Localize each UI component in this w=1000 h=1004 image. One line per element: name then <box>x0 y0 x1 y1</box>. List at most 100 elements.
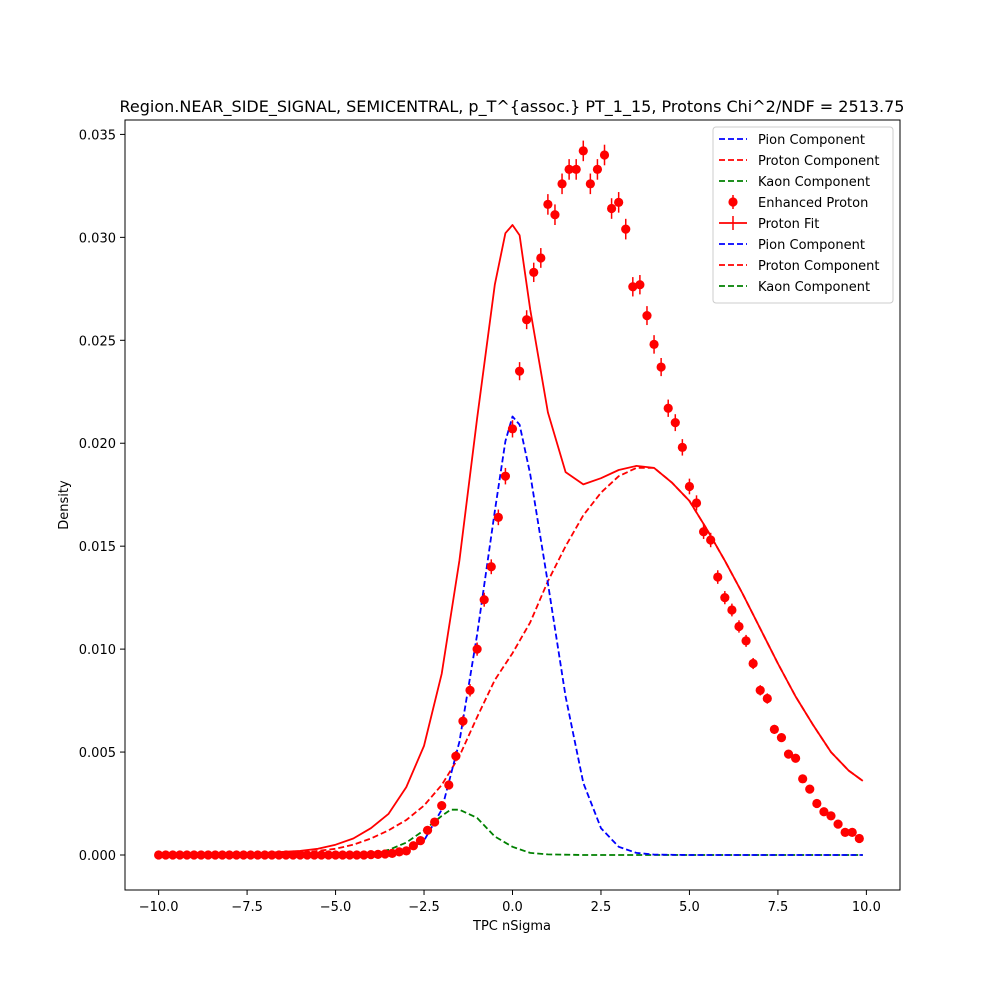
data-point <box>422 825 433 835</box>
data-point <box>366 849 376 860</box>
legend-label: Kaon Component <box>758 280 870 295</box>
data-point <box>684 481 695 492</box>
data-point <box>791 753 801 763</box>
data-point <box>295 850 305 860</box>
data-point <box>323 850 334 860</box>
plot-area <box>154 140 864 860</box>
data-point <box>550 210 560 220</box>
data-point <box>833 819 843 829</box>
data-point <box>168 850 178 860</box>
data-point <box>762 693 772 704</box>
data-point <box>543 199 553 210</box>
x-tick-label: −5.0 <box>320 900 352 915</box>
data-point <box>281 850 291 860</box>
data-point <box>578 146 588 156</box>
data-point <box>493 512 503 522</box>
legend-item: Enhanced Proton <box>728 195 868 211</box>
data-point <box>854 833 864 844</box>
data-point <box>748 658 758 669</box>
data-point <box>564 164 574 175</box>
data-point <box>267 850 277 860</box>
data-point <box>557 179 567 189</box>
enhanced-proton-points <box>154 140 864 860</box>
legend-item: Kaon Component <box>719 280 870 295</box>
y-tick-label: 0.000 <box>79 849 116 864</box>
data-point <box>189 850 199 860</box>
data-point <box>175 850 185 860</box>
data-point <box>302 850 312 860</box>
data-point <box>380 849 390 859</box>
y-tick-label: 0.010 <box>79 643 116 658</box>
legend-box <box>712 126 894 304</box>
data-point <box>798 774 808 784</box>
data-point <box>606 203 617 214</box>
data-point <box>691 498 702 508</box>
data-point <box>465 685 475 695</box>
legend-item: Proton Component <box>719 259 880 274</box>
x-tick-label: −7.5 <box>231 900 263 915</box>
x-axis-label: TPC nSigma <box>472 919 551 934</box>
legend-label: Proton Component <box>758 154 880 169</box>
data-point <box>373 849 383 859</box>
legend-label: Proton Component <box>758 259 880 274</box>
data-point <box>628 282 638 292</box>
data-point <box>536 253 546 263</box>
data-point <box>274 850 284 860</box>
legend-item: Proton Fit <box>719 216 819 232</box>
data-point <box>472 644 482 654</box>
data-point <box>437 800 447 811</box>
data-point <box>359 850 369 860</box>
data-point <box>599 150 610 160</box>
legend-item: Kaon Component <box>719 175 870 190</box>
legend: Pion Component Proton Component Kaon Compo… <box>712 126 894 304</box>
x-tick-label: 5.0 <box>679 900 700 915</box>
data-point <box>514 366 525 376</box>
legend-label: Enhanced Proton <box>758 196 868 211</box>
data-point <box>408 841 419 851</box>
legend-item: Pion Component <box>719 238 865 253</box>
data-point <box>182 850 192 860</box>
data-point <box>776 733 787 743</box>
data-point <box>720 593 730 603</box>
x-tick-label: 2.5 <box>591 900 612 915</box>
proton-fit-line <box>158 224 864 856</box>
y-axis: 0.000 0.005 0.010 0.015 0.020 0.025 0.030 0.035 <box>79 128 125 864</box>
data-point <box>430 817 440 827</box>
data-point <box>203 850 213 860</box>
data-point <box>571 164 581 175</box>
data-point <box>635 280 645 290</box>
legend-label: Proton Fit <box>758 217 819 232</box>
y-axis-label: Density <box>57 480 72 530</box>
x-tick-label: −2.5 <box>408 900 440 915</box>
data-point <box>210 850 220 860</box>
data-point <box>231 850 242 860</box>
legend-label: Pion Component <box>758 238 865 253</box>
x-tick-label: 10.0 <box>852 900 881 915</box>
data-point <box>500 471 511 481</box>
data-point <box>677 442 687 452</box>
y-tick-label: 0.005 <box>79 746 116 761</box>
y-tick-label: 0.035 <box>79 128 116 143</box>
data-point <box>826 811 836 821</box>
legend-marker <box>728 197 738 207</box>
data-point <box>706 535 716 545</box>
y-tick-label: 0.030 <box>79 231 116 246</box>
data-point <box>840 827 850 837</box>
data-point <box>656 362 666 372</box>
data-point <box>217 850 227 860</box>
data-point <box>486 562 496 572</box>
legend-item: Pion Component <box>719 133 865 148</box>
data-point <box>394 847 404 857</box>
data-point <box>330 850 341 860</box>
data-point <box>614 197 624 207</box>
data-point <box>522 315 532 325</box>
data-point <box>663 403 673 413</box>
y-tick-label: 0.015 <box>79 540 116 555</box>
data-point <box>260 850 270 860</box>
data-point <box>479 595 489 605</box>
data-point <box>444 780 454 790</box>
data-point <box>415 835 426 846</box>
data-point <box>819 807 829 817</box>
data-point <box>246 850 256 860</box>
data-point <box>529 267 539 277</box>
